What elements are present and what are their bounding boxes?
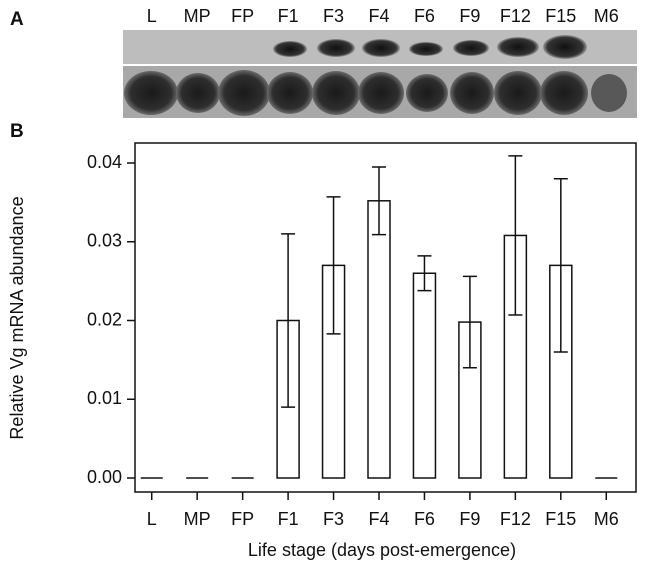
blot-band [273,41,307,57]
blot-blob [494,71,542,115]
y-tick-label: 0.00 [87,467,122,487]
error-bar [553,178,568,353]
lane-label: M6 [594,6,619,26]
bar [412,272,437,479]
x-tick-label: FP [231,509,254,529]
blot-band [453,40,489,56]
x-tick-label: M6 [594,509,619,529]
bar [367,200,391,479]
x-tick-label: F6 [414,509,435,529]
blot-band [409,42,443,56]
lane-label: F3 [323,6,344,26]
blot-band [497,37,539,57]
y-tick-label: 0.04 [87,152,122,172]
x-tick-label: F12 [500,509,531,529]
error-bar [417,255,432,292]
blot-band [362,39,400,57]
y-tick-label: 0.03 [87,231,122,251]
x-axis-label: Life stage (days post-emergence) [248,540,516,560]
lane-label: F1 [278,6,299,26]
error-bar [281,233,296,408]
blot-blob [591,74,627,112]
blot-band [543,35,587,59]
y-tick-label: 0.01 [87,388,122,408]
lane-label: F4 [368,6,389,26]
error-bar [372,166,386,236]
blot-blob [218,70,270,116]
blot-blob [124,71,178,115]
lane-label: MP [184,6,211,26]
lane-label: F12 [500,6,531,26]
error-bar [462,275,477,369]
blot-blob [540,71,588,115]
blot-blob [358,72,404,114]
blot-band [317,39,355,57]
error-bar [326,196,341,335]
blot-blob [312,71,360,115]
lane-label: F6 [414,6,435,26]
blot-blob [267,72,313,114]
x-tick-label: F3 [323,509,344,529]
blot-blob [450,72,494,114]
blot-blob [406,74,448,112]
x-tick-label: L [147,509,157,529]
y-axis-label: Relative Vg mRNA abundance [7,196,27,439]
lane-label: F9 [459,6,480,26]
x-tick-label: F4 [368,509,389,529]
y-tick-label: 0.02 [87,309,122,329]
panel-label: B [10,121,24,142]
blot-image [123,30,637,118]
x-tick-label: F15 [545,509,576,529]
plot-frame [134,142,637,493]
x-tick-label: MP [184,509,211,529]
lane-label: L [147,6,157,26]
lane-label: FP [231,6,254,26]
x-tick-label: F1 [278,509,299,529]
lane-label: F15 [545,6,576,26]
error-bar [508,155,523,316]
x-tick-label: F9 [459,509,480,529]
panel-label: A [10,9,24,30]
blot-blob [176,73,220,113]
